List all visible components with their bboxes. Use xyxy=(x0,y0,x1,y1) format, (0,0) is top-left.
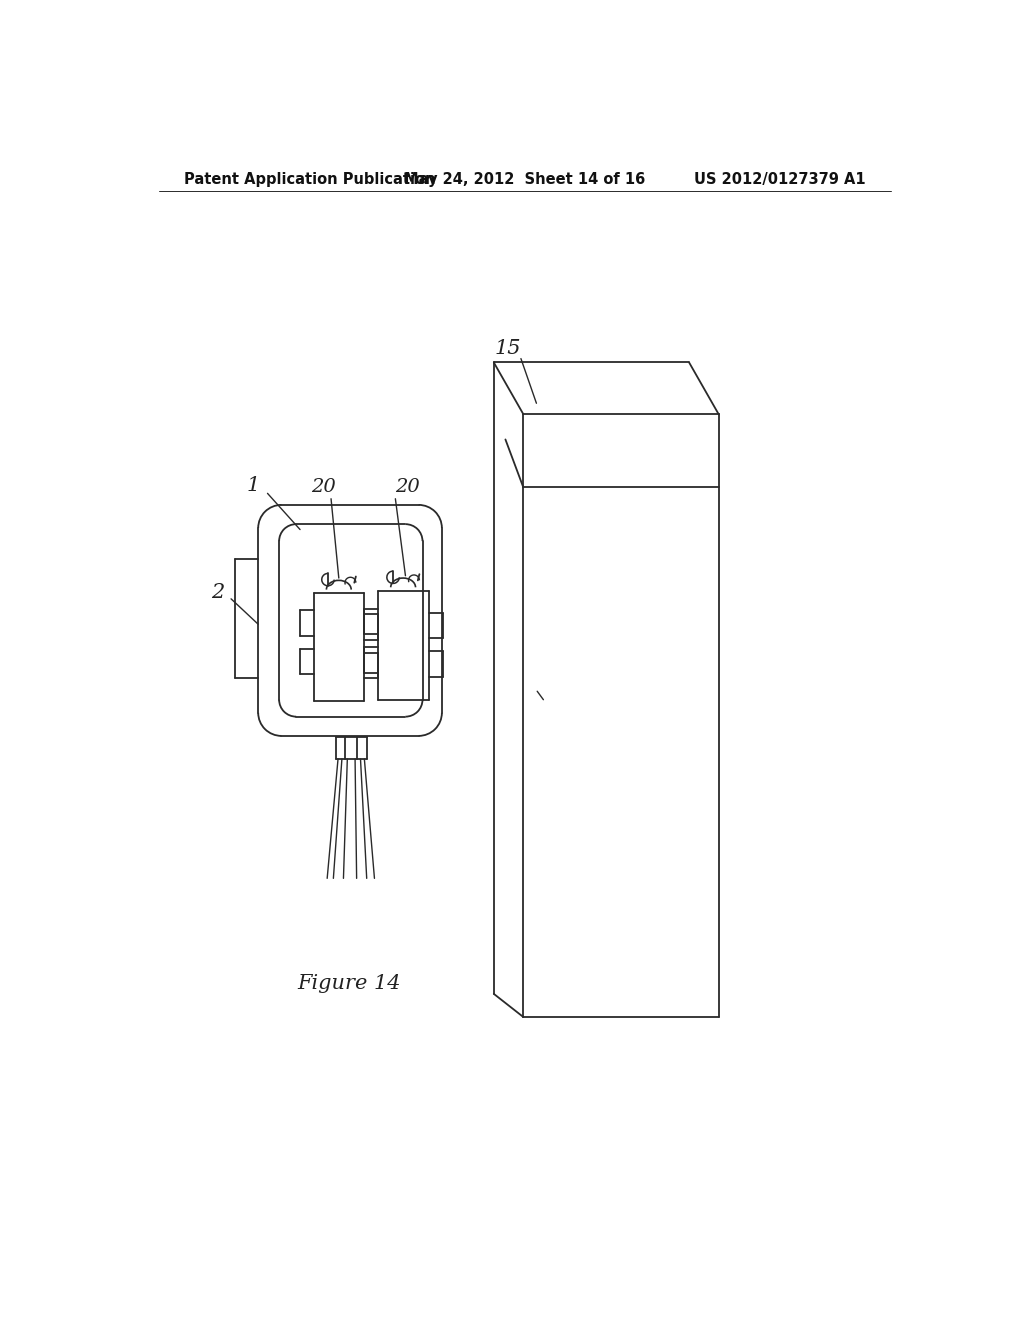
Text: Patent Application Publication: Patent Application Publication xyxy=(183,173,435,187)
Text: US 2012/0127379 A1: US 2012/0127379 A1 xyxy=(694,173,866,187)
Text: 2: 2 xyxy=(211,583,224,602)
Text: Figure 14: Figure 14 xyxy=(297,974,400,994)
Text: 20: 20 xyxy=(394,478,420,496)
Text: May 24, 2012  Sheet 14 of 16: May 24, 2012 Sheet 14 of 16 xyxy=(404,173,645,187)
Text: 1: 1 xyxy=(247,477,260,495)
Text: 15: 15 xyxy=(495,339,521,358)
Text: 20: 20 xyxy=(311,478,336,496)
